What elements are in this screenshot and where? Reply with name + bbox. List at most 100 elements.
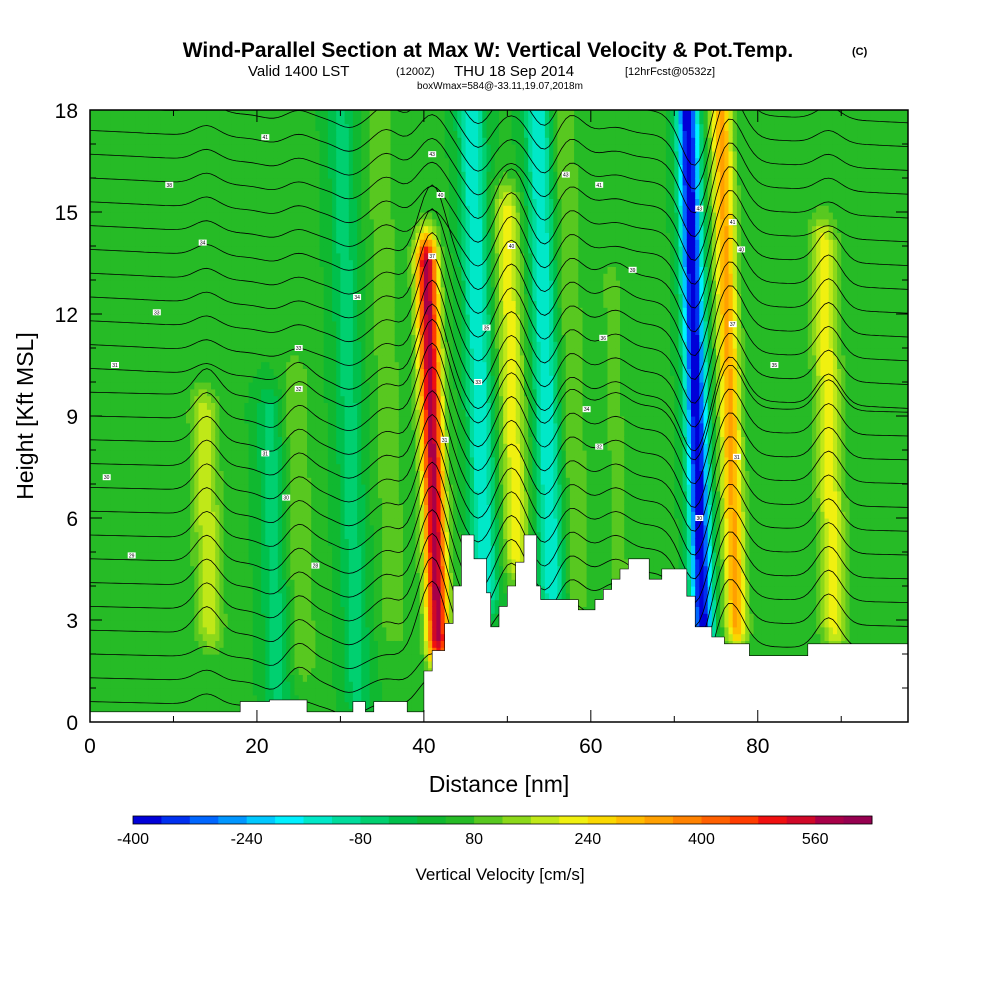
colorbar-swatch — [161, 816, 190, 824]
colorbar-tick-label: -80 — [349, 831, 372, 848]
colorbar: -400 -240 -80 80 240 400 560 — [117, 816, 873, 848]
isentrope-label-text: 34 — [584, 407, 590, 413]
isentrope-label-text: 30 — [697, 516, 703, 522]
colorbar-swatch — [503, 816, 532, 824]
isentrope-label-text: 33 — [296, 346, 302, 352]
isentrope-label: 41 — [595, 182, 603, 189]
colorbar-swatch — [389, 816, 418, 824]
isentrope-label-text: 30 — [283, 496, 289, 502]
isentrope-label: 33 — [295, 345, 303, 352]
colorbar-swatch — [673, 816, 702, 824]
isentrope-label: 28 — [311, 563, 319, 570]
isentrope-label-text: 40 — [438, 193, 444, 199]
colorbar-swatch — [531, 816, 560, 824]
isentrope-label: 40 — [737, 246, 745, 253]
subtitle-valid: Valid 1400 LST — [248, 63, 349, 80]
isentrope-label-text: 34 — [354, 295, 360, 301]
isentrope-label-text: 43 — [697, 207, 703, 213]
isentrope-label: 32 — [295, 386, 303, 393]
colorbar-swatch — [446, 816, 475, 824]
y-tick-label: 18 — [55, 100, 78, 123]
isentrope-label: 39 — [629, 267, 637, 274]
x-tick-label: 40 — [412, 735, 435, 758]
x-axis-label: Distance [nm] — [429, 771, 570, 797]
isentrope-label: 36 — [599, 335, 607, 342]
isentrope-label-text: 31 — [734, 455, 740, 461]
colorbar-tick-label: -240 — [231, 831, 263, 848]
colorbar-swatch — [218, 816, 247, 824]
isentrope-label-text: 37 — [730, 322, 736, 328]
isentrope-label: 31 — [111, 362, 119, 369]
isentrope-label: 29 — [128, 552, 136, 559]
chart-title: Wind-Parallel Section at Max W: Vertical… — [183, 39, 794, 62]
colorbar-swatch — [702, 816, 731, 824]
isentrope-label: 31 — [261, 450, 269, 457]
isentrope-label-text: 32 — [296, 387, 302, 393]
colorbar-swatch — [844, 816, 873, 824]
colorbar-tick-label: 560 — [802, 831, 829, 848]
isentrope-label: 41 — [261, 134, 269, 141]
isentrope-label-text: 40 — [509, 244, 515, 250]
y-tick-label: 6 — [66, 508, 78, 531]
y-tick-label: 0 — [66, 712, 78, 735]
subtitle-utc: (1200Z) — [396, 66, 435, 78]
colorbar-swatch — [417, 816, 446, 824]
isentrope-label: 40 — [437, 192, 445, 199]
isentrope-label-text: 35 — [772, 363, 778, 369]
colorbar-title: Vertical Velocity [cm/s] — [415, 865, 584, 884]
isentrope-label-text: 31 — [263, 451, 269, 457]
isentrope-label: 41 — [729, 219, 737, 226]
isentrope-label: 43 — [695, 206, 703, 213]
colorbar-swatch — [133, 816, 162, 824]
isentrope-label-text: 35 — [484, 326, 490, 332]
isentrope-label-text: 43 — [429, 152, 435, 158]
colorbar-tick-label: 80 — [465, 831, 483, 848]
colorbar-tick-label: -400 — [117, 831, 149, 848]
isentrope-label: 35 — [770, 362, 778, 369]
isentrope-label: 33 — [474, 379, 482, 386]
colorbar-swatch — [247, 816, 276, 824]
colorbar-swatch — [559, 816, 588, 824]
isentrope-label-text: 34 — [200, 241, 206, 247]
x-tick-label: 0 — [84, 735, 96, 758]
isentrope-label-text: 30 — [104, 475, 110, 481]
isentrope-label: 43 — [428, 151, 436, 158]
isentrope-label: 30 — [282, 495, 290, 502]
y-tick-label: 3 — [66, 610, 78, 633]
colorbar-swatch — [645, 816, 674, 824]
isentrope-label: 32 — [595, 444, 603, 451]
isentrope-label-text: 38 — [167, 183, 173, 189]
isentrope-label: 43 — [562, 172, 570, 179]
colorbar-swatch — [304, 816, 333, 824]
colorbar-swatch — [758, 816, 787, 824]
isentrope-label-text: 43 — [563, 173, 569, 179]
isentrope-label-text: 40 — [738, 247, 744, 253]
isentrope-label: 34 — [583, 406, 591, 413]
subtitle-date: THU 18 Sep 2014 — [454, 63, 574, 80]
isentrope-label: 37 — [428, 253, 436, 260]
colorbar-swatch — [474, 816, 503, 824]
isentrope-label-text: 33 — [154, 310, 160, 316]
x-tick-label: 60 — [579, 735, 602, 758]
colorbar-tick-label: 240 — [574, 831, 601, 848]
isentrope-label: 37 — [729, 321, 737, 328]
colorbar-swatch — [332, 816, 361, 824]
colorbar-swatch — [588, 816, 617, 824]
isentrope-label: 31 — [441, 437, 449, 444]
colorbar-tick-label: 400 — [688, 831, 715, 848]
y-tick-label: 15 — [55, 202, 78, 225]
colorbar-swatch — [190, 816, 219, 824]
isentrope-label: 30 — [103, 474, 111, 481]
isentrope-label-text: 37 — [429, 254, 435, 260]
colorbar-swatch — [616, 816, 645, 824]
x-tick-label: 20 — [245, 735, 268, 758]
colorbar-swatch — [787, 816, 816, 824]
isentrope-label-text: 39 — [630, 268, 636, 274]
y-tick-label: 12 — [55, 304, 78, 327]
isentrope-label-text: 36 — [601, 336, 607, 342]
isentrope-label: 34 — [353, 294, 361, 301]
y-tick-label: 9 — [66, 406, 78, 429]
isentrope-label-text: 31 — [112, 363, 118, 369]
isentrope-label: 34 — [199, 240, 207, 247]
colorbar-swatch — [730, 816, 759, 824]
